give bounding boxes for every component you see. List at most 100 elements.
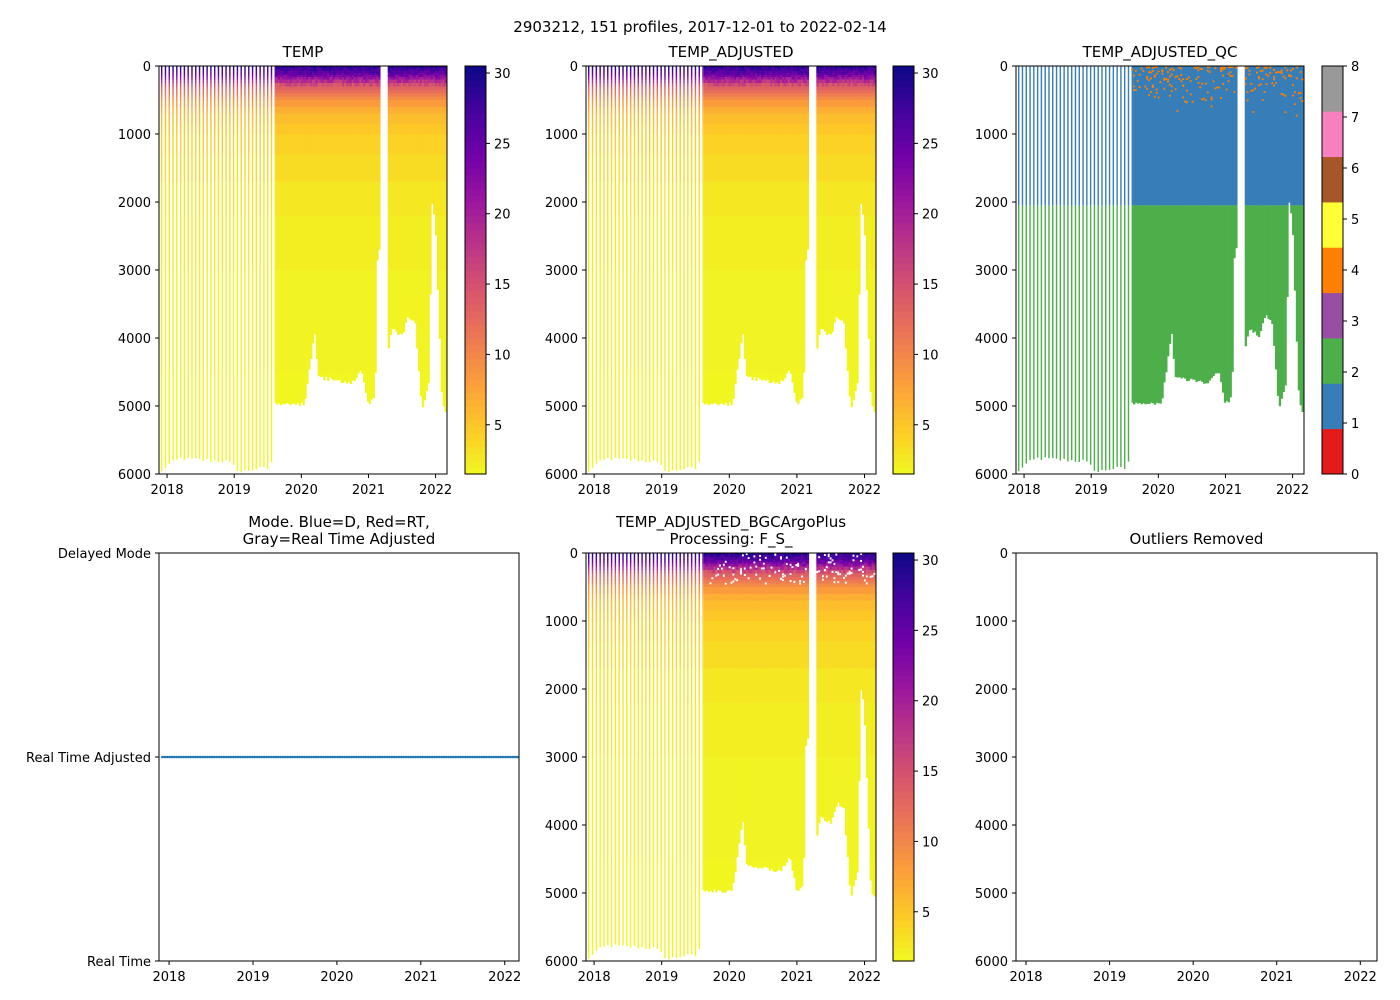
temp-profile-cell [357, 181, 360, 216]
temp-adjusted-profile-cell [591, 181, 594, 216]
temp-profile-cell [232, 113, 235, 125]
temp-adjusted-profile-cell [749, 134, 752, 155]
temp-adjusted-profile-cell [720, 270, 724, 373]
temp-profile-cell [240, 67, 242, 70]
temp-profile-cell [418, 89, 421, 94]
temp-adjusted-profile-cell [675, 69, 678, 72]
temp-adjusted-profile-cell [791, 134, 794, 155]
temp-profile-cell [436, 106, 440, 114]
temp-adjusted-profile-cell [719, 113, 722, 125]
temp-adjusted-profile-cell [755, 270, 758, 373]
temp-adjusted-profile-cell [766, 96, 770, 101]
temp-adjusted-profile-cell [713, 123, 716, 135]
temp-adjusted-profile-cell [740, 106, 743, 114]
temp-profile-cell [389, 123, 392, 135]
temp-adjusted-profile-cell [787, 113, 791, 125]
temp-adjusted-profile-cell [648, 270, 651, 373]
temp-adjusted-profile-cell [690, 69, 693, 72]
temp-profile-cell [294, 74, 298, 78]
temp-profile-cell [391, 86, 394, 91]
temp-adjusted-profile-cell [751, 69, 754, 72]
temp-adjusted-profile-cell [713, 66, 716, 68]
temp-profile-cell [315, 154, 319, 182]
temp-profile-cell [344, 74, 347, 78]
temp-profile-cell [408, 113, 411, 125]
temp-profile-cell [402, 79, 406, 84]
temp-profile-cell [336, 215, 339, 271]
temp-adjusted-profile-cell [698, 69, 700, 72]
temp-profile-cell [319, 372, 322, 378]
temp-colorbar-label: 5 [494, 419, 502, 434]
temp-profile-cell [402, 181, 406, 216]
temp-profile-cell [244, 72, 246, 76]
temp-adjusted-profile-cell [664, 100, 666, 108]
temp-adjusted-profile-cell [595, 72, 598, 76]
temp-profile-cell [359, 89, 362, 94]
temp-profile-cell [427, 86, 430, 91]
temp-adjusted-profile-cell [753, 67, 756, 70]
temp-profile-cell [221, 113, 223, 125]
temp-profile-cell [179, 93, 182, 97]
temp-adjusted-profile-cell [728, 69, 731, 72]
temp-profile-cell [266, 86, 269, 91]
temp-adjusted-profile-cell [753, 181, 756, 216]
temp-adjusted-profile-cell [741, 154, 745, 182]
temp-adjusted-profile-cell [705, 154, 709, 182]
temp-adjusted-profile-cell [668, 89, 670, 94]
temp-profile-cell [291, 181, 294, 216]
temp-adjusted-profile-cell [772, 215, 775, 271]
temp-adjusted-profile-cell [783, 93, 787, 97]
temp-profile-cell [435, 74, 438, 78]
temp-adjusted-profile-cell [766, 372, 770, 381]
temp-adjusted-profile-cell [705, 74, 709, 78]
temp-profile-cell [338, 86, 341, 91]
temp-adjusted-profile-cell [772, 123, 775, 135]
temp-adjusted-profile-cell [717, 89, 720, 94]
temp-adjusted-profile-cell [622, 67, 624, 70]
temp-adjusted-profile-cell [783, 67, 787, 70]
temp-profile-cell [281, 270, 284, 373]
temp-profile-cell [276, 86, 279, 91]
temp-profile-cell [374, 66, 377, 68]
temp-profile-cell [187, 66, 189, 68]
temp-profile-cell [202, 86, 205, 91]
temp-profile-cell [302, 215, 305, 271]
temp-adjusted-profile-cell [720, 154, 724, 182]
temp-profile-cell [274, 181, 276, 216]
temp-profile-cell [221, 66, 223, 68]
temp-adjusted-profile-cell [839, 74, 842, 78]
temp-profile-cell [183, 79, 186, 84]
temp-profile-cell [285, 100, 288, 108]
temp-profile-cell [259, 72, 261, 76]
temp-adjusted-profile-cell [797, 66, 800, 68]
temp-profile-cell [210, 134, 212, 155]
temp-adjusted-profile-cell [740, 66, 743, 68]
temp-adjusted-profile-cell [743, 74, 747, 78]
temp-profile-cell [346, 86, 349, 91]
temp-adjusted-profile-cell [827, 86, 831, 91]
temp-adjusted-profile-cell [648, 96, 651, 101]
temp-adjusted-profile-cell [818, 96, 821, 101]
temp-profile-cell [296, 134, 300, 155]
temp-adjusted-profile-cell [768, 71, 771, 74]
temp-adjusted-profile-cell [751, 67, 754, 70]
temp-adjusted-profile-cell [668, 86, 670, 91]
temp-adjusted-profile-cell [722, 154, 726, 182]
temp-adjusted-profile-cell [713, 96, 716, 101]
temp-adjusted-profile-cell [607, 93, 609, 97]
temp-adjusted-profile-cell [778, 83, 781, 87]
temp-adjusted-profile-cell [626, 372, 628, 459]
temp-adjusted-profile-cell [687, 123, 689, 135]
temp-adjusted-profile-cell [795, 215, 798, 271]
temp-profile-cell [423, 181, 426, 216]
temp-profile-cell [444, 100, 447, 108]
temp-profile-cell [340, 67, 343, 70]
temp-adjusted-profile-cell [822, 106, 825, 114]
temp-profile-cell [306, 372, 309, 385]
temp-profile-cell [402, 93, 406, 97]
temp-adjusted-profile-cell [614, 89, 617, 94]
temp-profile-cell [217, 134, 220, 155]
temp-profile-cell [187, 83, 189, 87]
temp-adjusted-profile-cell [770, 372, 773, 383]
temp-adjusted-profile-cell [626, 123, 628, 135]
